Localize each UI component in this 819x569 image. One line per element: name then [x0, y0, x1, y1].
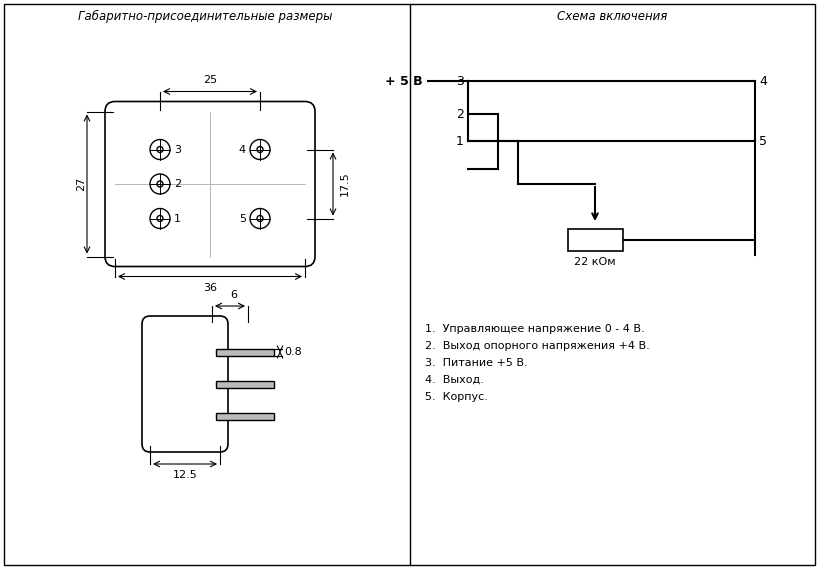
- Text: 1: 1: [456, 134, 464, 147]
- Text: 3.  Питание +5 В.: 3. Питание +5 В.: [425, 358, 527, 368]
- Text: 4: 4: [239, 145, 246, 155]
- Text: 5: 5: [239, 213, 246, 224]
- Text: 25: 25: [203, 75, 217, 85]
- FancyBboxPatch shape: [105, 101, 315, 266]
- Text: 27: 27: [76, 177, 86, 191]
- Text: 6: 6: [230, 290, 238, 300]
- Text: 4: 4: [759, 75, 767, 88]
- Text: 17.5: 17.5: [340, 172, 350, 196]
- Text: Габаритно-присоединительные размеры: Габаритно-присоединительные размеры: [78, 10, 333, 23]
- Text: 5: 5: [759, 134, 767, 147]
- Text: 1: 1: [174, 213, 181, 224]
- Text: 5.  Корпус.: 5. Корпус.: [425, 392, 488, 402]
- Text: 12.5: 12.5: [173, 470, 197, 480]
- Text: 1.  Управляющее напряжение 0 - 4 В.: 1. Управляющее напряжение 0 - 4 В.: [425, 324, 645, 334]
- Text: 4.  Выход.: 4. Выход.: [425, 375, 484, 385]
- Text: 2: 2: [174, 179, 181, 189]
- Bar: [216, 413, 274, 419]
- Text: 22 кОм: 22 кОм: [574, 257, 616, 267]
- Text: 2.  Выход опорного напряжения +4 В.: 2. Выход опорного напряжения +4 В.: [425, 341, 649, 351]
- FancyBboxPatch shape: [142, 316, 228, 452]
- Text: + 5 В: + 5 В: [386, 75, 423, 88]
- Text: 0.8: 0.8: [284, 347, 301, 357]
- Text: 2: 2: [456, 108, 464, 121]
- Text: 3: 3: [456, 75, 464, 88]
- Text: 36: 36: [203, 282, 217, 292]
- Bar: [216, 381, 274, 387]
- Bar: [216, 348, 274, 356]
- Bar: [568, 229, 622, 251]
- Text: Схема включения: Схема включения: [557, 10, 667, 23]
- Text: 3: 3: [174, 145, 181, 155]
